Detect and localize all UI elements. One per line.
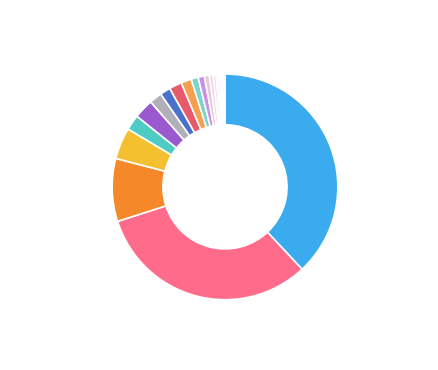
Wedge shape	[223, 74, 225, 125]
Wedge shape	[191, 77, 210, 128]
Wedge shape	[117, 206, 301, 300]
Wedge shape	[221, 74, 223, 125]
Wedge shape	[198, 76, 213, 127]
Wedge shape	[219, 74, 223, 125]
Wedge shape	[170, 83, 201, 133]
Wedge shape	[128, 116, 176, 155]
Wedge shape	[112, 158, 166, 221]
Wedge shape	[116, 129, 171, 171]
Wedge shape	[212, 74, 220, 125]
Wedge shape	[150, 94, 189, 140]
Wedge shape	[216, 74, 221, 125]
Wedge shape	[204, 75, 216, 126]
Wedge shape	[160, 88, 194, 136]
Wedge shape	[181, 79, 206, 130]
Wedge shape	[224, 74, 337, 269]
Wedge shape	[137, 102, 184, 148]
Wedge shape	[209, 75, 218, 125]
